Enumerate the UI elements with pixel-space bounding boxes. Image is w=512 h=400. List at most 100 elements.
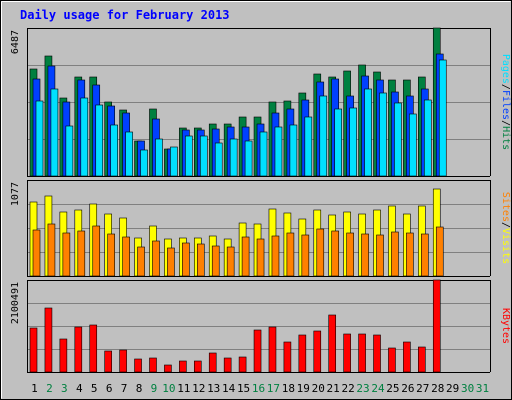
bar-sites-day-18 bbox=[286, 232, 295, 277]
legend-part: KBytes bbox=[500, 308, 511, 344]
bar-pages-day-14 bbox=[229, 138, 238, 177]
bar-pages-day-9 bbox=[155, 138, 163, 177]
x-tick-day-19: 19 bbox=[297, 382, 310, 395]
x-tick-day-16: 16 bbox=[252, 382, 265, 395]
legend-part: Sites bbox=[500, 192, 511, 222]
bar-kbytes-day-17 bbox=[268, 326, 277, 373]
bar-pages-day-17 bbox=[274, 126, 283, 177]
bar-pages-day-11 bbox=[185, 135, 193, 177]
x-tick-day-23: 23 bbox=[356, 382, 369, 395]
x-tick-day-30: 30 bbox=[461, 382, 474, 395]
bar-sites-day-6 bbox=[107, 233, 115, 277]
bar-kbytes-day-8 bbox=[134, 358, 142, 373]
x-tick-day-27: 27 bbox=[416, 382, 429, 395]
bar-pages-day-22 bbox=[349, 107, 357, 177]
bar-kbytes-day-23 bbox=[358, 333, 366, 373]
bar-sites-day-27 bbox=[421, 233, 429, 277]
bar-kbytes-day-20 bbox=[313, 330, 322, 373]
x-tick-day-2: 2 bbox=[46, 382, 53, 395]
x-tick-day-28: 28 bbox=[431, 382, 444, 395]
bar-kbytes-day-11 bbox=[179, 360, 187, 373]
bar-sites-day-15 bbox=[241, 236, 250, 277]
x-tick-day-25: 25 bbox=[386, 382, 399, 395]
bar-sites-day-9 bbox=[152, 240, 160, 277]
panel-max-label: 1077 bbox=[10, 182, 21, 206]
bar-pages-day-23 bbox=[364, 88, 372, 177]
legend-part: / bbox=[500, 84, 511, 90]
bar-kbytes-day-22 bbox=[343, 333, 351, 373]
panel-max-label: 6487 bbox=[10, 30, 21, 54]
bar-kbytes-day-9 bbox=[149, 357, 157, 373]
bar-sites-day-21 bbox=[331, 230, 340, 277]
x-tick-day-14: 14 bbox=[222, 382, 236, 395]
bar-kbytes-day-1 bbox=[29, 327, 38, 373]
bar-sites-day-12 bbox=[196, 243, 205, 277]
bar-pages-day-2 bbox=[50, 88, 59, 177]
bar-kbytes-day-21 bbox=[328, 314, 337, 373]
bar-kbytes-day-18 bbox=[283, 341, 292, 373]
x-tick-day-9: 9 bbox=[151, 382, 158, 395]
bar-sites-day-28 bbox=[435, 226, 444, 277]
bar-sites-day-22 bbox=[346, 232, 354, 277]
x-tick-day-31: 31 bbox=[476, 382, 489, 395]
bar-sites-day-3 bbox=[62, 232, 71, 277]
x-tick-day-11: 11 bbox=[177, 382, 190, 395]
bar-kbytes-day-26 bbox=[403, 341, 411, 373]
bar-sites-day-26 bbox=[406, 232, 414, 277]
bar-kbytes-day-5 bbox=[89, 324, 98, 373]
bar-pages-day-27 bbox=[424, 99, 432, 177]
legend-part: Visits bbox=[500, 228, 511, 264]
x-tick-day-13: 13 bbox=[207, 382, 220, 395]
bar-kbytes-day-24 bbox=[373, 334, 381, 373]
bar-kbytes-day-19 bbox=[298, 334, 307, 373]
bar-kbytes-day-2 bbox=[44, 307, 53, 373]
bar-kbytes-day-14 bbox=[223, 357, 232, 373]
x-tick-day-22: 22 bbox=[341, 382, 354, 395]
bar-pages-day-20 bbox=[319, 95, 328, 177]
bar-sites-day-8 bbox=[137, 246, 145, 277]
bar-kbytes-day-12 bbox=[193, 360, 202, 373]
x-axis-labels: 1 2 3 4 5 6 7 8 9 10 11 12 13 14 15 16 17 18 19 20 21 22 23 24 2… bbox=[31, 382, 489, 395]
bar-kbytes-day-28 bbox=[432, 279, 441, 373]
legend-part: Files bbox=[500, 90, 511, 120]
x-tick-day-7: 7 bbox=[121, 382, 128, 395]
bar-sites-day-20 bbox=[316, 228, 325, 277]
bar-pages-day-15 bbox=[244, 140, 253, 177]
panel-max-label: 2100491 bbox=[10, 282, 21, 324]
bar-pages-day-21 bbox=[334, 108, 343, 177]
legend-part: / bbox=[500, 222, 511, 228]
legend-part: Hits bbox=[500, 126, 511, 150]
bar-sites-day-4 bbox=[77, 230, 86, 277]
bar-kbytes-day-25 bbox=[388, 347, 396, 373]
bar-pages-day-24 bbox=[379, 92, 387, 177]
bar-pages-day-1 bbox=[35, 100, 44, 177]
x-tick-day-4: 4 bbox=[76, 382, 83, 395]
bar-sites-day-2 bbox=[47, 223, 56, 277]
bar-sites-day-1 bbox=[32, 229, 41, 277]
x-tick-day-10: 10 bbox=[162, 382, 175, 395]
bar-kbytes-day-15 bbox=[238, 356, 247, 373]
bar-sites-day-25 bbox=[391, 231, 399, 277]
x-tick-day-12: 12 bbox=[192, 382, 205, 395]
bar-pages-day-4 bbox=[80, 97, 89, 177]
bar-pages-day-7 bbox=[125, 131, 133, 177]
x-tick-day-26: 26 bbox=[401, 382, 414, 395]
panel-legend: Sites/Visits bbox=[500, 192, 511, 264]
bar-kbytes-day-10 bbox=[164, 364, 172, 373]
x-tick-day-1: 1 bbox=[31, 382, 38, 395]
chart-title: Daily usage for February 2013 bbox=[20, 8, 230, 22]
x-tick-day-29: 29 bbox=[446, 382, 459, 395]
bar-pages-day-6 bbox=[110, 124, 118, 177]
bar-sites-day-17 bbox=[271, 235, 280, 277]
bar-sites-day-16 bbox=[256, 238, 265, 277]
panel-kbytes: 2100491 KBytes bbox=[10, 279, 511, 373]
x-tick-day-8: 8 bbox=[136, 382, 143, 395]
legend-part: Pages bbox=[500, 54, 511, 84]
bar-pages-day-5 bbox=[95, 104, 104, 177]
bar-kbytes-day-27 bbox=[418, 346, 426, 373]
bar-sites-day-5 bbox=[92, 225, 101, 277]
bar-pages-day-8 bbox=[140, 149, 148, 177]
